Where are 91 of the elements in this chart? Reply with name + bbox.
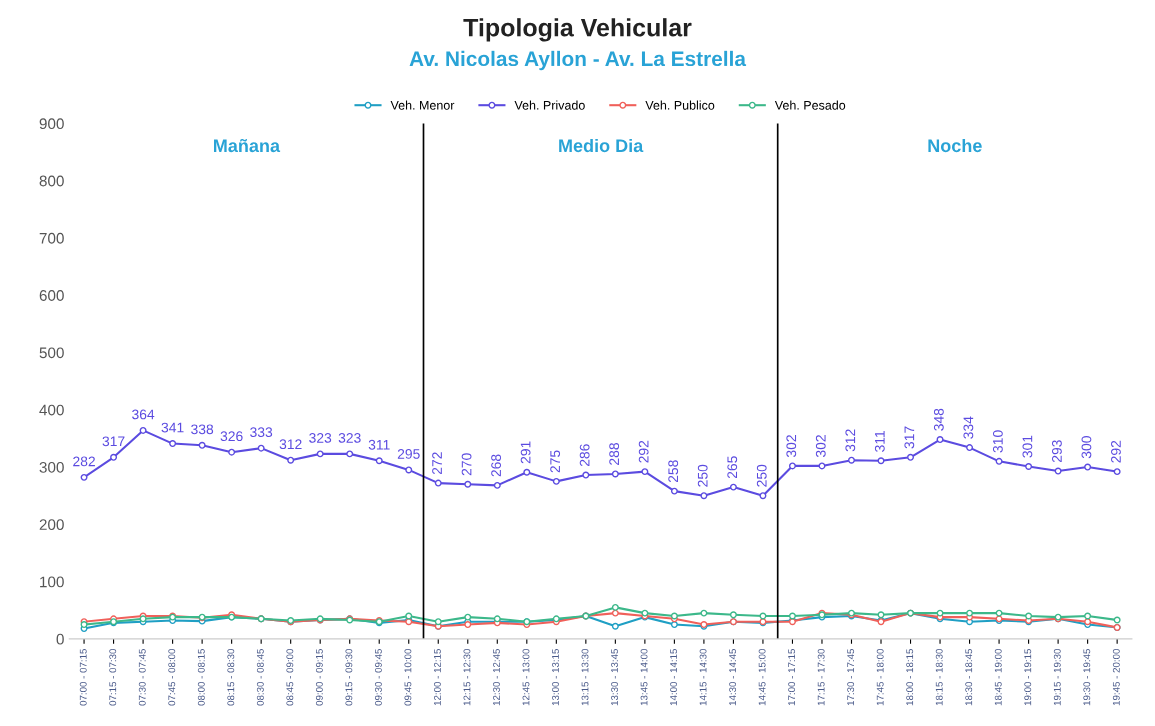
x-tick-label: 14:00 - 14:15 bbox=[670, 649, 677, 706]
legend-label: Veh. Privado bbox=[514, 100, 585, 110]
data-label: 288 bbox=[609, 443, 620, 465]
x-tick-label: 07:00 - 07:15 bbox=[79, 649, 87, 706]
data-label: 286 bbox=[579, 444, 590, 467]
data-label: 312 bbox=[845, 429, 856, 452]
data-label: 334 bbox=[963, 416, 974, 439]
legend-label: Veh. Menor bbox=[390, 100, 455, 110]
x-tick-label: 13:00 - 13:15 bbox=[552, 649, 559, 706]
x-tick-label: 13:45 - 14:00 bbox=[640, 648, 648, 706]
chart-subtitle: Av. Nicolas Ayllon - Av. La Estrella bbox=[409, 50, 747, 71]
x-tick-label: 08:45 - 09:00 bbox=[286, 648, 294, 706]
data-label: 302 bbox=[786, 435, 797, 458]
x-tick-label: 09:45 - 10:00 bbox=[404, 648, 412, 706]
x-tick-label: 19:45 - 20:00 bbox=[1112, 648, 1120, 706]
x-tick-label: 14:15 - 14:30 bbox=[699, 648, 707, 706]
data-label: 338 bbox=[191, 424, 214, 435]
y-tick-label: 600 bbox=[39, 290, 64, 301]
y-tick-label: 200 bbox=[39, 519, 64, 531]
annotation: Medio Dia bbox=[559, 138, 644, 153]
x-tick-label: 13:15 - 13:30 bbox=[581, 648, 589, 706]
data-label: 311 bbox=[368, 439, 390, 450]
x-tick-label: 07:45 - 08:00 bbox=[168, 648, 176, 706]
y-tick-label: 500 bbox=[39, 347, 64, 359]
x-tick-label: 12:45 - 13:00 bbox=[522, 648, 530, 706]
annotation: Mañana bbox=[214, 138, 281, 153]
data-label: 250 bbox=[756, 464, 767, 487]
data-label: 292 bbox=[1111, 440, 1121, 463]
data-label: 341 bbox=[161, 422, 184, 433]
data-label: 312 bbox=[279, 439, 302, 450]
x-tick-label: 18:30 - 18:45 bbox=[965, 649, 973, 706]
x-tick-label: 07:15 - 07:30 bbox=[109, 648, 117, 706]
legend-label: Veh. Pesado bbox=[774, 100, 846, 110]
data-label: 270 bbox=[461, 453, 472, 476]
data-label: 323 bbox=[338, 432, 361, 443]
x-tick-label: 13:30 - 13:45 bbox=[611, 649, 618, 706]
x-tick-label: 07:30 - 07:45 bbox=[138, 649, 146, 706]
legend-label: Veh. Publico bbox=[645, 100, 715, 110]
x-tick-label: 08:00 - 08:15 bbox=[197, 649, 205, 706]
data-label: 265 bbox=[727, 456, 738, 479]
data-label: 326 bbox=[220, 431, 243, 442]
y-tick-label: 300 bbox=[39, 461, 64, 473]
data-label: 272 bbox=[432, 452, 442, 475]
data-label: 348 bbox=[933, 408, 944, 431]
x-tick-label: 19:30 - 19:45 bbox=[1083, 649, 1091, 706]
x-tick-label: 08:15 - 08:30 bbox=[227, 648, 235, 706]
y-tick-label: 700 bbox=[39, 232, 64, 244]
data-label: 310 bbox=[992, 430, 1003, 453]
data-label: 250 bbox=[697, 464, 708, 487]
x-tick-label: 12:15 - 12:30 bbox=[463, 648, 471, 706]
x-tick-label: 12:30 - 12:45 bbox=[493, 649, 500, 706]
y-tick-label: 800 bbox=[39, 175, 64, 187]
data-label: 300 bbox=[1081, 436, 1092, 459]
x-tick-label: 09:30 - 09:45 bbox=[374, 649, 382, 706]
data-label: 301 bbox=[1022, 435, 1033, 458]
data-label: 282 bbox=[73, 456, 95, 467]
x-tick-label: 17:15 - 17:30 bbox=[817, 648, 825, 706]
data-label: 364 bbox=[132, 409, 155, 420]
x-tick-label: 09:15 - 09:30 bbox=[345, 648, 353, 706]
data-label: 323 bbox=[309, 432, 332, 443]
x-tick-label: 09:00 - 09:15 bbox=[315, 649, 323, 706]
x-tick-label: 12:00 - 12:15 bbox=[433, 649, 441, 706]
data-label: 295 bbox=[397, 449, 420, 459]
data-label: 275 bbox=[550, 450, 561, 473]
data-label: 311 bbox=[874, 430, 885, 452]
y-tick-label: 900 bbox=[39, 118, 64, 130]
x-tick-label: 19:00 - 19:15 bbox=[1024, 649, 1032, 706]
data-label: 258 bbox=[668, 460, 679, 483]
x-tick-label: 14:30 - 14:45 bbox=[729, 649, 737, 706]
x-tick-label: 19:15 - 19:30 bbox=[1053, 648, 1061, 706]
y-tick-label: 100 bbox=[40, 576, 64, 588]
x-tick-label: 14:45 - 15:00 bbox=[758, 648, 766, 706]
data-label: 293 bbox=[1052, 440, 1062, 463]
y-tick-label: 0 bbox=[56, 633, 64, 645]
data-label: 302 bbox=[815, 435, 826, 458]
x-tick-label: 18:00 - 18:15 bbox=[906, 649, 914, 706]
x-tick-label: 08:30 - 08:45 bbox=[256, 649, 264, 706]
data-label: 268 bbox=[491, 454, 502, 477]
data-label: 317 bbox=[904, 426, 915, 449]
chart-title: Tipologia Vehicular bbox=[463, 18, 692, 42]
x-tick-label: 17:30 - 17:45 bbox=[847, 649, 855, 706]
data-label: 292 bbox=[638, 440, 649, 463]
x-tick-label: 17:45 - 18:00 bbox=[876, 648, 884, 706]
y-tick-label: 400 bbox=[39, 404, 64, 416]
x-tick-label: 17:00 - 17:15 bbox=[788, 649, 796, 706]
data-label: 291 bbox=[520, 441, 531, 464]
data-label: 317 bbox=[102, 436, 125, 447]
x-tick-label: 18:45 - 19:00 bbox=[994, 648, 1002, 706]
annotation: Noche bbox=[928, 138, 982, 153]
data-label: 333 bbox=[250, 427, 273, 438]
x-tick-label: 18:15 - 18:30 bbox=[935, 648, 943, 706]
